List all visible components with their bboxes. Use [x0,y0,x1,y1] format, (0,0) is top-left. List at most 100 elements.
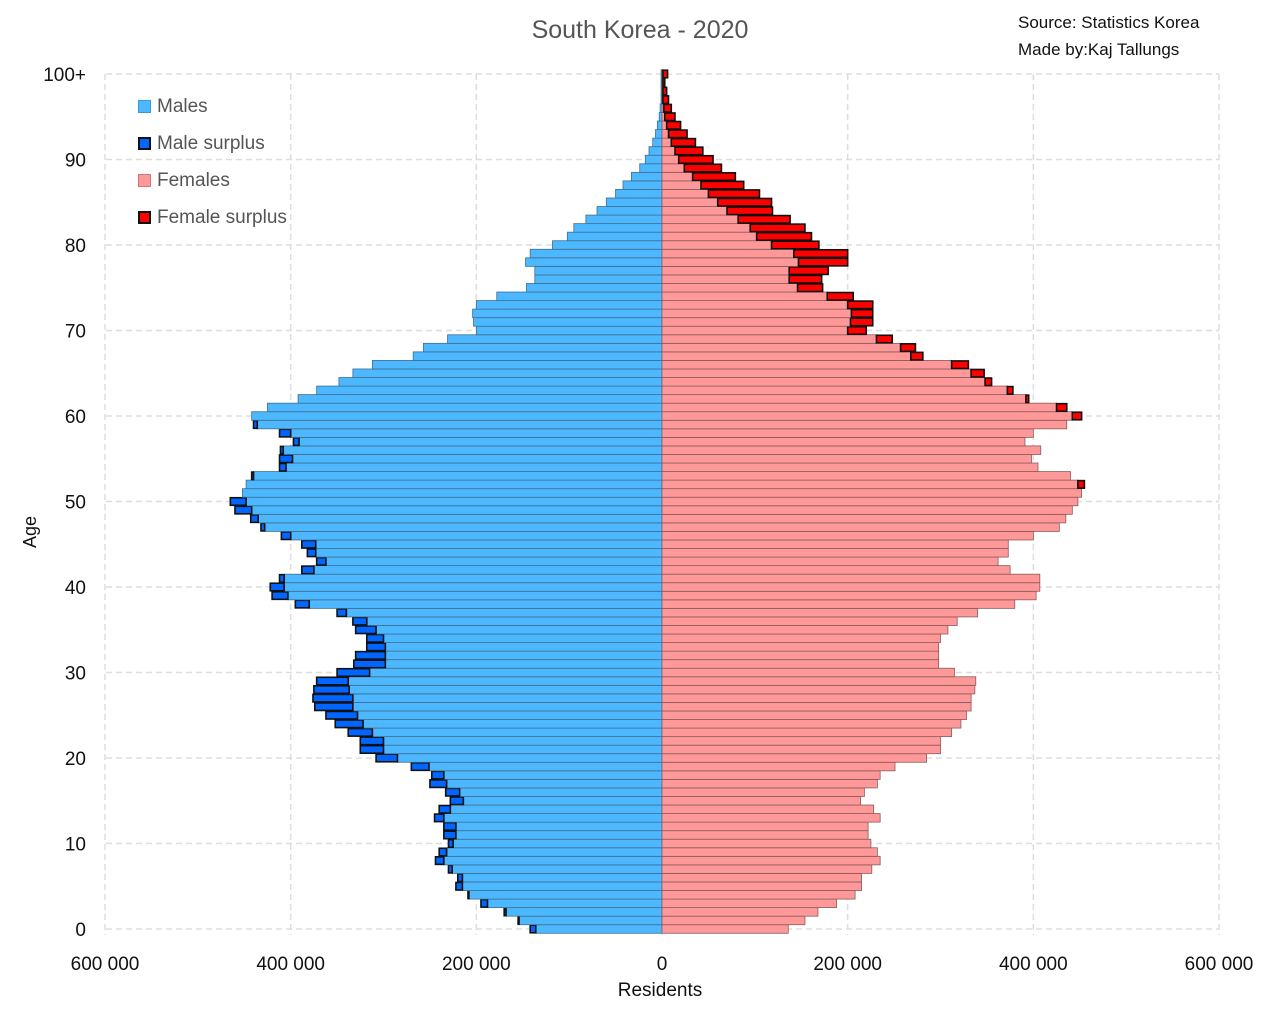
female-bar [661,650,940,661]
male-surplus-bar [443,821,457,831]
male-bar [347,676,663,686]
female-bar [661,864,873,874]
male-bar [348,684,663,695]
male-bar [518,915,663,926]
legend-item-female-surplus[interactable]: Female surplus [138,199,287,236]
male-bar [526,283,663,293]
female-bar [661,436,1026,447]
legend-item-males[interactable]: Males [138,88,287,125]
male-bar [443,813,663,823]
male-bar [352,693,663,703]
female-bar [661,394,1027,404]
male-bar [639,163,663,173]
female-surplus-bar [909,351,924,361]
male-bar [283,573,663,584]
female-bar [661,154,680,165]
bars [229,69,1086,934]
female-bar [661,582,1041,592]
male-bar [585,214,663,225]
female-bar [661,633,941,643]
female-bar [661,385,1008,396]
female-bar [661,325,849,336]
female-surplus-bar [970,368,985,378]
female-bar [661,813,881,823]
male-surplus-bar [292,437,300,447]
female-bar [661,744,941,755]
female-bar [661,496,1079,507]
male-bar [245,479,663,490]
male-bar [316,385,663,396]
female-bar [661,189,709,199]
female-bar [661,693,972,703]
females-swatch-icon [138,174,151,187]
male-surplus-bar [347,727,374,737]
male-bar [566,231,663,242]
male-bar [315,548,663,558]
female-bar [661,838,872,849]
female-surplus-bar [662,77,666,88]
y-tick-label: 50 [65,493,86,514]
male-bar [652,137,663,148]
male-bar [283,582,663,592]
male-bar [290,428,663,438]
female-bar [661,368,972,378]
female-surplus-bar [796,283,824,293]
male-bar [369,667,663,678]
female-surplus-bar [691,172,737,182]
male-surplus-bar [294,599,311,609]
male-bar [648,146,663,156]
female-surplus-bar [663,112,676,122]
female-bar [661,334,877,344]
male-bar [384,659,663,669]
legend-label: Male surplus [157,132,265,154]
y-tick-label: 30 [65,664,86,685]
male-bar [357,710,663,720]
male-bar [455,830,663,840]
male-bar [451,864,663,874]
male-bar [313,565,663,575]
female-surplus-bar [1025,394,1030,404]
male-surplus-bar [301,565,315,575]
legend-item-male-surplus[interactable]: Male surplus [138,125,287,162]
male-surplus-bar [269,582,285,592]
chart-title: South Korea - 2020 [531,16,749,44]
female-bar [661,796,862,806]
male-bar [468,890,663,900]
female-surplus-bar [899,343,917,353]
male-bar [446,778,663,789]
legend-label: Females [157,169,230,191]
female-bar [661,915,806,926]
y-tick-label: 100+ [43,65,86,86]
male-bar [412,351,663,361]
source-line: Source: Statistics Korea [1018,13,1200,32]
male-bar [371,360,663,370]
female-bar [661,642,940,652]
female-bar [661,907,819,917]
male-bar [630,171,663,182]
y-tick-label: 90 [65,151,86,172]
male-bar [285,462,663,472]
male-surplus-bar [438,804,452,814]
male-bar [383,736,663,746]
female-bar [661,924,789,934]
female-bar [661,761,896,772]
male-bar [366,616,663,626]
female-bar [661,607,979,618]
male-surplus-bar [430,770,445,780]
female-bar [661,214,739,225]
legend: Males Male surplus Females Female surplu… [138,88,287,236]
male-bar [473,317,663,327]
female-bar [661,129,669,139]
male-surplus-bar [250,471,255,481]
legend-item-females[interactable]: Females [138,162,287,199]
female-bar [661,240,772,250]
male-bar [447,334,663,344]
female-bar [661,428,1034,438]
female-bar [661,231,758,242]
female-bar [661,804,875,814]
female-surplus-bar [849,317,874,327]
male-surplus-bar [336,608,348,618]
female-surplus-bar [1006,385,1014,395]
female-bar [661,873,862,883]
